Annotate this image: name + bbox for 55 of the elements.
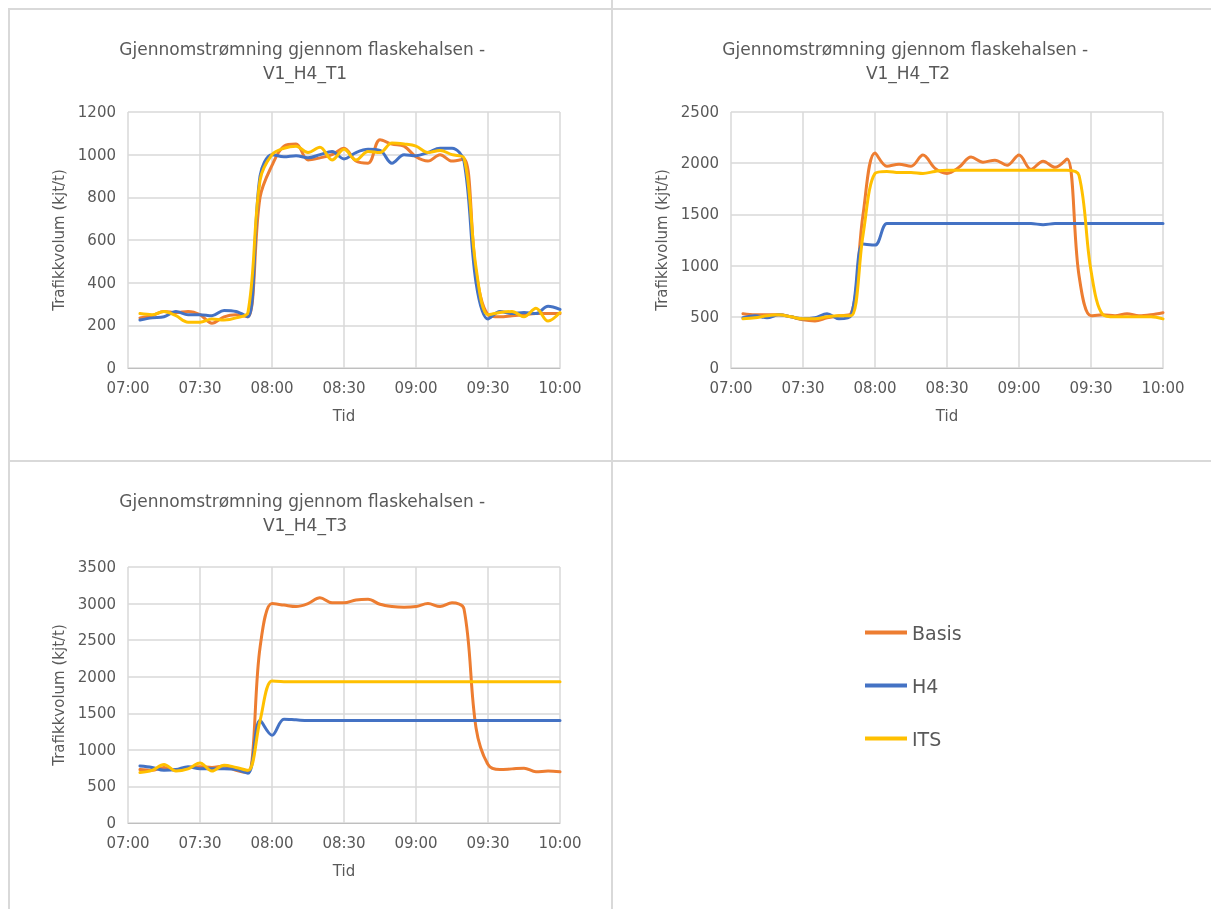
y-tick-label: 400 <box>87 273 116 292</box>
x-tick-label: 10:00 <box>538 378 582 397</box>
y-axis-title: Trafikkvolum (kjt/t) <box>49 169 68 312</box>
y-tick-label: 500 <box>690 307 719 326</box>
y-tick-label: 3000 <box>77 594 116 613</box>
x-tick-label: 09:00 <box>394 833 438 852</box>
x-axis-title: Tid <box>331 861 356 880</box>
y-tick-label: 2000 <box>77 667 116 686</box>
line-series <box>138 679 562 775</box>
chart-title: Gjennomstrømning gjennom flaskehalsen - V1_H4_T1 <box>119 39 491 84</box>
x-tick-label: 08:00 <box>250 378 294 397</box>
y-tick-label: 0 <box>709 359 719 377</box>
y-tick-label: 2000 <box>680 154 719 173</box>
legend-label: H4 <box>912 674 939 697</box>
x-tick-label: 08:30 <box>322 378 366 397</box>
y-tick-label: 3500 <box>77 558 116 576</box>
x-tick-label: 09:00 <box>997 378 1041 397</box>
x-tick-label: 08:00 <box>853 378 897 397</box>
x-tick-label: 07:00 <box>106 833 150 852</box>
x-tick-label: 09:00 <box>394 378 438 397</box>
y-axis-title: Trafikkvolum (kjt/t) <box>652 169 671 312</box>
y-tick-label: 1000 <box>680 256 719 275</box>
x-tick-label: 07:30 <box>178 378 222 397</box>
y-axis-title: Trafikkvolum (kjt/t) <box>49 624 68 767</box>
chart-title: Gjennomstrømning gjennom flaskehalsen - V1_H4_T3 <box>119 491 491 536</box>
y-tick-label: 200 <box>87 316 116 335</box>
y-tick-label: 1000 <box>77 145 116 164</box>
y-tick-label: 600 <box>87 231 116 249</box>
x-tick-label: 09:30 <box>1069 378 1113 397</box>
y-tick-label: 0 <box>106 359 116 377</box>
y-tick-label: 1500 <box>680 205 719 224</box>
x-tick-label: 07:30 <box>781 378 825 397</box>
y-tick-label: 2500 <box>77 631 116 650</box>
x-tick-label: 07:00 <box>709 378 753 397</box>
x-tick-label: 08:30 <box>322 833 366 852</box>
y-tick-label: 1200 <box>77 103 116 121</box>
x-tick-label: 08:30 <box>925 378 969 397</box>
x-axis-title: Tid <box>934 406 959 425</box>
y-tick-label: 0 <box>106 814 116 832</box>
y-tick-label: 2500 <box>680 103 719 121</box>
chart-title: Gjennomstrømning gjennom flaskehalsen - V1_H4_T2 <box>722 39 1094 84</box>
x-tick-label: 07:00 <box>106 378 150 397</box>
x-tick-label: 10:00 <box>538 833 582 852</box>
x-tick-label: 09:30 <box>466 378 510 397</box>
legend-label: Basis <box>912 621 962 644</box>
y-tick-label: 800 <box>87 188 116 207</box>
x-axis-title: Tid <box>331 406 356 425</box>
legend-label: ITS <box>912 727 942 750</box>
y-tick-label: 1000 <box>77 740 116 759</box>
x-tick-label: 10:00 <box>1141 378 1185 397</box>
x-tick-label: 07:30 <box>178 833 222 852</box>
x-tick-label: 08:00 <box>250 833 294 852</box>
y-tick-label: 1500 <box>77 704 116 723</box>
x-tick-label: 09:30 <box>466 833 510 852</box>
y-tick-label: 500 <box>87 777 116 796</box>
